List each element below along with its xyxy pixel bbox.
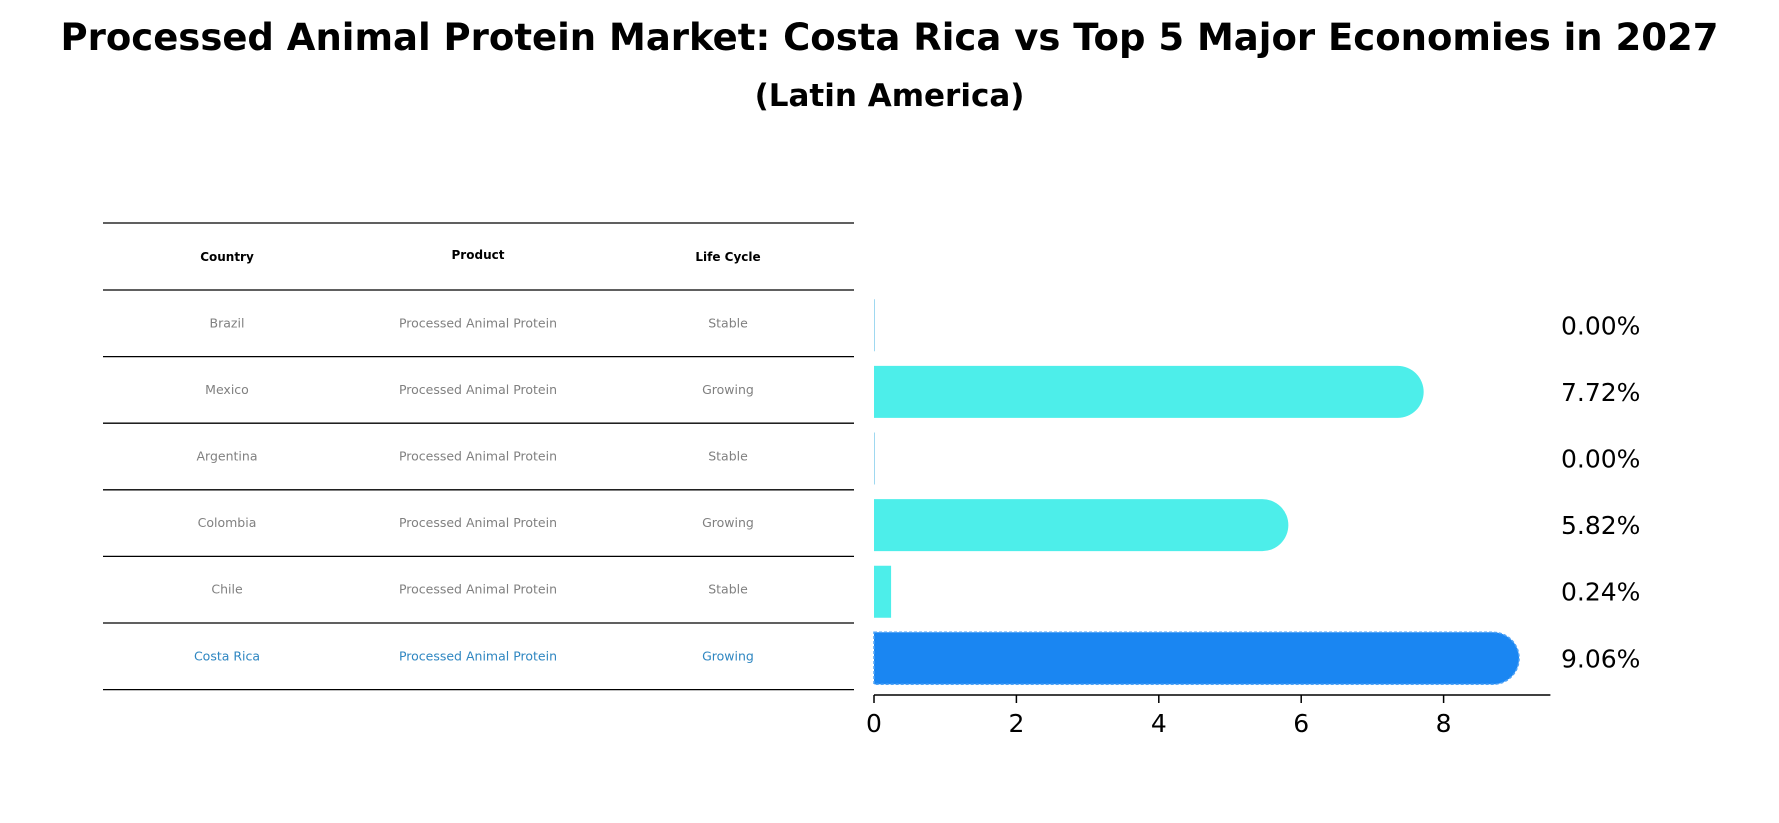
chart-title: Processed Animal Protein Market: Costa R… [60,16,1719,59]
table-cell-life-cycle: Stable [708,582,748,597]
x-tick-label: 4 [1151,709,1167,738]
table-cell-product: Processed Animal Protein [399,582,557,597]
bar-costa-rica [873,631,1520,686]
table-cell-country: Colombia [198,515,257,530]
table-header-country: Country [200,250,254,264]
bar-colombia [874,499,1289,552]
table-cell-country: Mexico [205,382,249,397]
table-cell-product: Processed Animal Protein [399,315,557,330]
x-tick-label: 8 [1436,709,1452,738]
table-cell-country: Brazil [210,315,245,330]
chart-subtitle: (Latin America) [754,78,1025,114]
table-cell-product: Processed Animal Protein [399,515,557,530]
value-label: 0.00% [1561,311,1640,340]
table-header-life-cycle: Life Cycle [695,250,760,264]
table-cell-country: Argentina [197,449,258,464]
table-cell-life-cycle: Stable [708,315,748,330]
value-label: 5.82% [1561,511,1640,540]
table-cell-country: Chile [211,582,243,597]
table-cell-product: Processed Animal Protein [399,382,557,397]
x-tick-label: 2 [1008,709,1024,738]
table-cell-life-cycle: Growing [702,648,754,663]
table-cell-product: Processed Animal Protein [399,648,557,663]
bar-chile [874,565,892,618]
value-label: 7.72% [1561,378,1640,407]
table-cell-life-cycle: Growing [702,515,754,530]
x-tick-label: 6 [1293,709,1309,738]
bar-mexico [874,365,1424,418]
table-cell-product: Processed Animal Protein [399,449,557,464]
value-label: 0.00% [1561,445,1640,474]
table-cell-country: Costa Rica [194,648,260,663]
value-label: 0.24% [1561,578,1640,607]
table-cell-life-cycle: Growing [702,382,754,397]
table-cell-life-cycle: Stable [708,449,748,464]
table-header-product: Product [452,248,505,262]
x-tick-label: 0 [866,709,882,738]
value-label: 9.06% [1561,644,1640,673]
